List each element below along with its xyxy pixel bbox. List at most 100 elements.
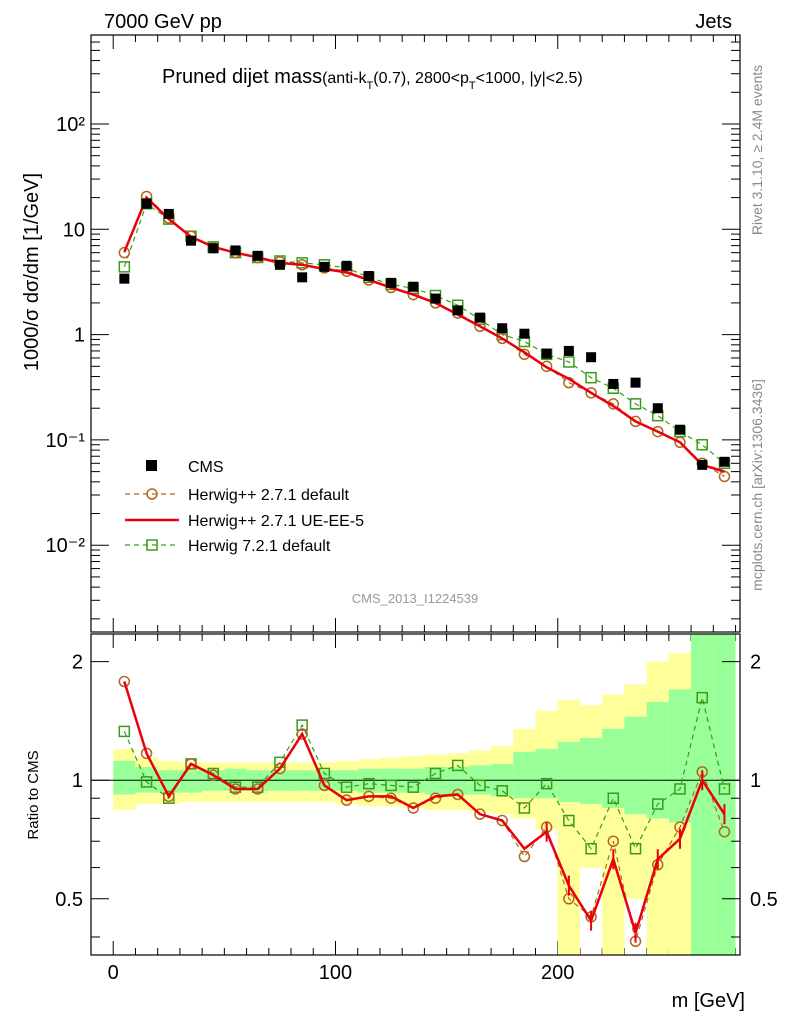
y-tick-label: 10² <box>56 114 85 136</box>
y-tick-label: 1 <box>74 325 85 347</box>
ratio-band-inner <box>179 770 203 793</box>
cms-point <box>408 281 419 292</box>
chart-title-sub-index: T <box>367 80 374 92</box>
cms-point <box>652 403 663 414</box>
cms-point <box>697 459 708 470</box>
energy-label: 7000 GeV pp <box>104 11 222 33</box>
herwigpp-default-point <box>674 436 686 449</box>
ratio-herwig7-point <box>340 781 353 793</box>
y-tick-label: 10 <box>63 219 85 241</box>
ratio-tick-label-right: 0.5 <box>750 889 778 911</box>
cms-point <box>141 198 152 209</box>
cms-point <box>430 293 441 304</box>
main-frame <box>90 34 741 633</box>
x-tick-label: 200 <box>541 962 574 984</box>
cms-point <box>252 250 263 261</box>
y-axis-label: 1000/σ dσ/dm [1/GeV] <box>21 173 43 371</box>
cms-point <box>363 271 374 282</box>
ratio-herwig7-point <box>140 776 153 788</box>
cms-point <box>341 260 352 271</box>
ratio-band-inner <box>579 737 603 805</box>
x-axis-label: m [GeV] <box>672 990 745 1012</box>
y-tick-label: 10⁻² <box>46 535 86 557</box>
chart-title-sub-end: <1000, |y|<2.5) <box>476 70 583 87</box>
ratio-herwigpp-default-point <box>296 728 308 740</box>
ratio-tick-label-left: 1 <box>72 770 83 792</box>
chart-title-sub-rest: (0.7), 2800<p <box>373 70 469 87</box>
ratio-herwig7-point <box>296 719 308 731</box>
ratio-herwig7-line <box>123 697 726 851</box>
ratio-herwigpp-default-point <box>163 790 175 803</box>
ratio-tick-label-left: 0.5 <box>55 889 83 911</box>
x-tick-label: 100 <box>319 962 352 984</box>
ratio-band-inner <box>513 751 536 799</box>
cms-point <box>541 348 552 359</box>
ratio-herwig7-point <box>496 785 508 797</box>
herwig7-point <box>563 356 575 368</box>
ratio-band-inner <box>624 716 647 815</box>
legend-label: CMS <box>188 459 224 476</box>
ratio-frame <box>90 633 741 956</box>
chart-title-sub: (anti-k <box>322 70 367 87</box>
cms-point <box>230 245 241 256</box>
ratio-herwig7-point <box>585 842 597 855</box>
ratio-band-inner <box>691 634 714 955</box>
y-tick-label: 10⁻¹ <box>46 430 86 452</box>
ratio-herwig7-point <box>518 802 531 814</box>
cms-point <box>497 323 508 334</box>
ratio-herwigpp-default-point <box>318 779 331 792</box>
cms-point <box>630 377 641 388</box>
legend-herwigpp-default-marker <box>146 488 158 500</box>
ratio-herwigpp-default-point <box>518 850 531 863</box>
cms-point <box>186 235 197 246</box>
herwigpp-default-line <box>123 195 725 477</box>
ratio-herwig7-point <box>696 691 708 704</box>
ratio-herwigpp-default-point <box>274 762 286 775</box>
ratio-band-inner <box>646 701 669 819</box>
cms-point <box>208 243 219 254</box>
ratio-herwigpp-ue-line <box>123 681 726 938</box>
ratio-herwigpp-default-point <box>207 769 219 781</box>
ratio-herwigpp-default-point <box>118 675 131 688</box>
ratio-herwig7-point <box>540 777 553 790</box>
cms-point <box>719 456 730 467</box>
chart-title: Pruned dijet mass(anti-kT(0.7), 2800<pT<… <box>162 66 583 92</box>
rivet-version-label: Rivet 3.1.10, ≥ 2.4M events <box>749 65 765 235</box>
ratio-herwig7-point <box>429 767 442 780</box>
legend-herwig7-marker <box>146 539 158 551</box>
legend-label: Herwig++ 2.7.1 UE-EE-5 <box>188 513 364 530</box>
cms-point <box>452 305 463 316</box>
ratio-herwig7-point <box>563 814 575 827</box>
ratio-herwig7-point <box>407 781 420 793</box>
cms-point <box>163 208 174 219</box>
ratio-herwig7-point <box>674 783 686 795</box>
ratio-herwigpp-default-point <box>474 808 486 820</box>
process-label: Jets <box>695 11 732 33</box>
ratio-herwigpp-default-point <box>407 802 420 814</box>
ratio-band-inner <box>557 742 580 803</box>
ratio-band-inner <box>446 767 469 795</box>
ratio-herwig7-point <box>385 779 397 792</box>
herwig7-point <box>629 398 642 410</box>
cms-point <box>119 273 130 284</box>
x-tick-label: 0 <box>108 962 119 984</box>
cms-point <box>386 277 397 288</box>
ratio-herwigpp-default-point <box>718 825 731 838</box>
herwig7-line <box>123 202 725 464</box>
cms-point <box>519 328 530 339</box>
ratio-band-inner <box>535 748 558 799</box>
ratio-herwig7-point <box>451 759 464 772</box>
main-plot-area: 10⁻² 10⁻¹ 1 10 10² <box>46 34 741 955</box>
ratio-herwig7-point <box>718 783 731 795</box>
ratio-herwigpp-default-point <box>140 747 153 760</box>
ratio-herwigpp-default-point <box>185 758 197 770</box>
source-label: mcplots.cern.ch [arXiv:1306.3436] <box>749 379 765 591</box>
ratio-band-inner <box>602 728 625 809</box>
ratio-herwigpp-default-point <box>496 814 508 827</box>
herwig7-point <box>585 371 597 384</box>
ratio-herwig7-point <box>629 842 642 855</box>
cms-point <box>274 259 285 270</box>
cms-point <box>297 272 308 283</box>
ratio-band-outer <box>557 699 580 955</box>
